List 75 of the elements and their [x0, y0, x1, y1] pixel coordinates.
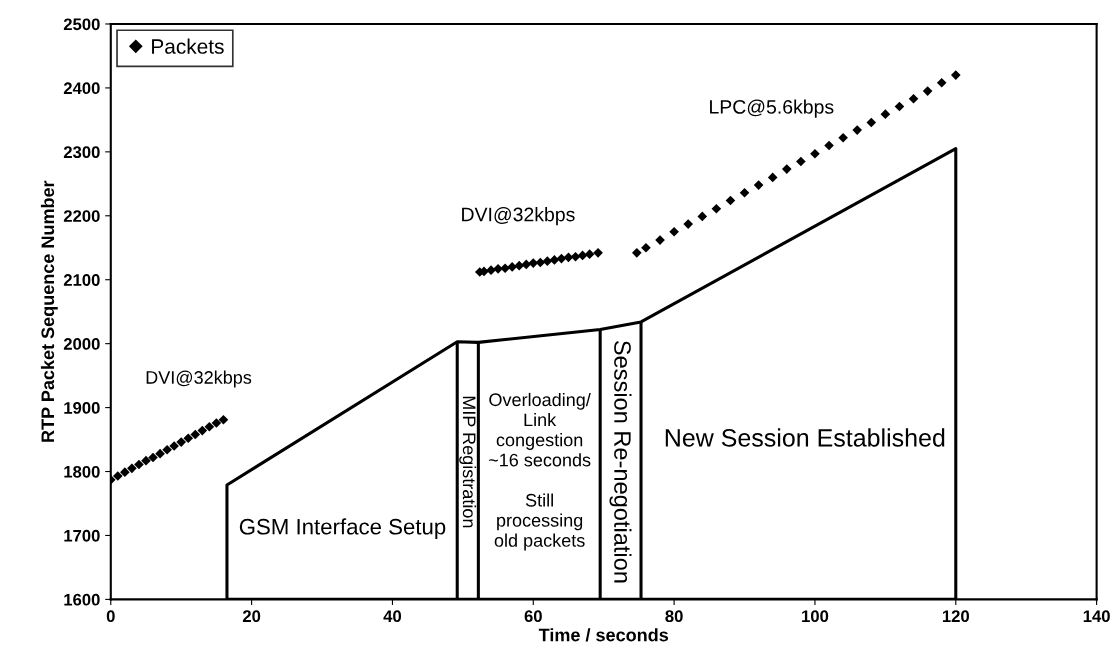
- point: [669, 226, 679, 237]
- x-tick-label: 40: [383, 610, 402, 623]
- point: [141, 455, 151, 466]
- y-tick-label: 2300: [63, 146, 100, 159]
- x-axis-title: Time / seconds: [538, 628, 669, 642]
- point: [535, 257, 546, 268]
- point: [753, 180, 764, 190]
- annotation: Session Re-negotiation: [609, 340, 632, 583]
- point: [507, 262, 517, 272]
- point: [641, 242, 651, 253]
- y-tick-label: 2000: [63, 338, 100, 350]
- point: [739, 187, 750, 198]
- point: [631, 248, 642, 258]
- annotation: DVI@32kbps: [146, 370, 252, 388]
- point: [500, 263, 510, 274]
- y-axis-title: RTP Packet Sequence Number: [40, 180, 58, 442]
- y-tick-label: 2100: [63, 274, 100, 286]
- point: [922, 86, 933, 96]
- x-tick-label: 20: [242, 610, 261, 623]
- x-tick-label: 60: [524, 610, 542, 623]
- x-tick-label: 140: [1083, 610, 1110, 623]
- point: [711, 203, 722, 214]
- point: [810, 148, 820, 159]
- y-tick-label: 1900: [64, 401, 100, 414]
- point: [514, 260, 525, 271]
- legend-label: Packets: [152, 38, 224, 54]
- point: [120, 467, 130, 477]
- point: [570, 251, 581, 262]
- point: [593, 248, 603, 258]
- point: [162, 444, 172, 455]
- point: [838, 132, 848, 143]
- y-tick-label: 1600: [64, 593, 100, 606]
- annotation: New Session Established: [665, 428, 945, 447]
- point: [218, 414, 229, 425]
- annotation: LPC@5.6kbps: [710, 99, 834, 118]
- x-tick-label: 120: [942, 610, 970, 623]
- point: [176, 437, 187, 447]
- y-tick-label: 2400: [63, 82, 100, 95]
- point: [880, 109, 891, 119]
- y-tick-label: 1800: [64, 465, 100, 478]
- annotation: MIP Registration: [459, 396, 477, 528]
- point: [155, 448, 165, 459]
- point: [767, 172, 778, 183]
- point: [183, 433, 194, 444]
- text: Overloading/ Link congestion ~16 seconds Still processing old packets: [488, 392, 591, 551]
- point: [493, 264, 503, 274]
- point: [204, 421, 215, 432]
- point: [824, 140, 834, 151]
- annotation: DVI@32kbps: [462, 207, 575, 226]
- annotation: GSM Interface Setup: [239, 518, 446, 539]
- point: [211, 418, 222, 428]
- x-tick-label: 100: [802, 610, 829, 623]
- point: [584, 249, 595, 259]
- x-tick-label: 80: [665, 610, 683, 623]
- y-tick-label: 2500: [63, 18, 100, 31]
- point: [950, 70, 961, 80]
- point: [796, 156, 806, 167]
- point: [190, 429, 201, 440]
- point: [781, 164, 792, 174]
- point: [542, 256, 553, 266]
- point: [127, 463, 137, 474]
- point: [549, 255, 560, 265]
- y-tick-label: 1700: [64, 529, 100, 542]
- point: [866, 117, 877, 128]
- point: [852, 125, 863, 135]
- point: [908, 93, 919, 104]
- point: [936, 77, 947, 88]
- point: [521, 259, 532, 270]
- point: [197, 425, 208, 436]
- y-tick-label: 2200: [63, 210, 100, 222]
- x-tick-label: 0: [106, 610, 115, 623]
- point: [148, 452, 158, 463]
- point: [697, 211, 708, 222]
- point: [683, 219, 694, 229]
- point: [134, 459, 144, 470]
